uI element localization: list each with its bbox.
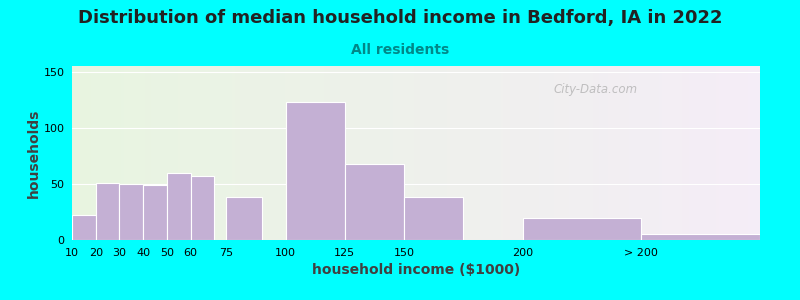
Text: All residents: All residents [351,44,449,58]
Bar [143,185,167,240]
Bar [642,234,760,240]
X-axis label: household income ($1000): household income ($1000) [312,263,520,277]
Bar [286,102,345,240]
Bar [119,184,143,240]
Bar [226,197,262,240]
Text: Distribution of median household income in Bedford, IA in 2022: Distribution of median household income … [78,9,722,27]
Bar [167,172,190,240]
Text: City-Data.com: City-Data.com [554,83,638,96]
Y-axis label: households: households [26,108,41,198]
Bar [404,197,463,240]
Bar [190,176,214,240]
Bar [522,218,642,240]
Bar [72,215,96,240]
Bar [345,164,404,240]
Bar [96,183,119,240]
